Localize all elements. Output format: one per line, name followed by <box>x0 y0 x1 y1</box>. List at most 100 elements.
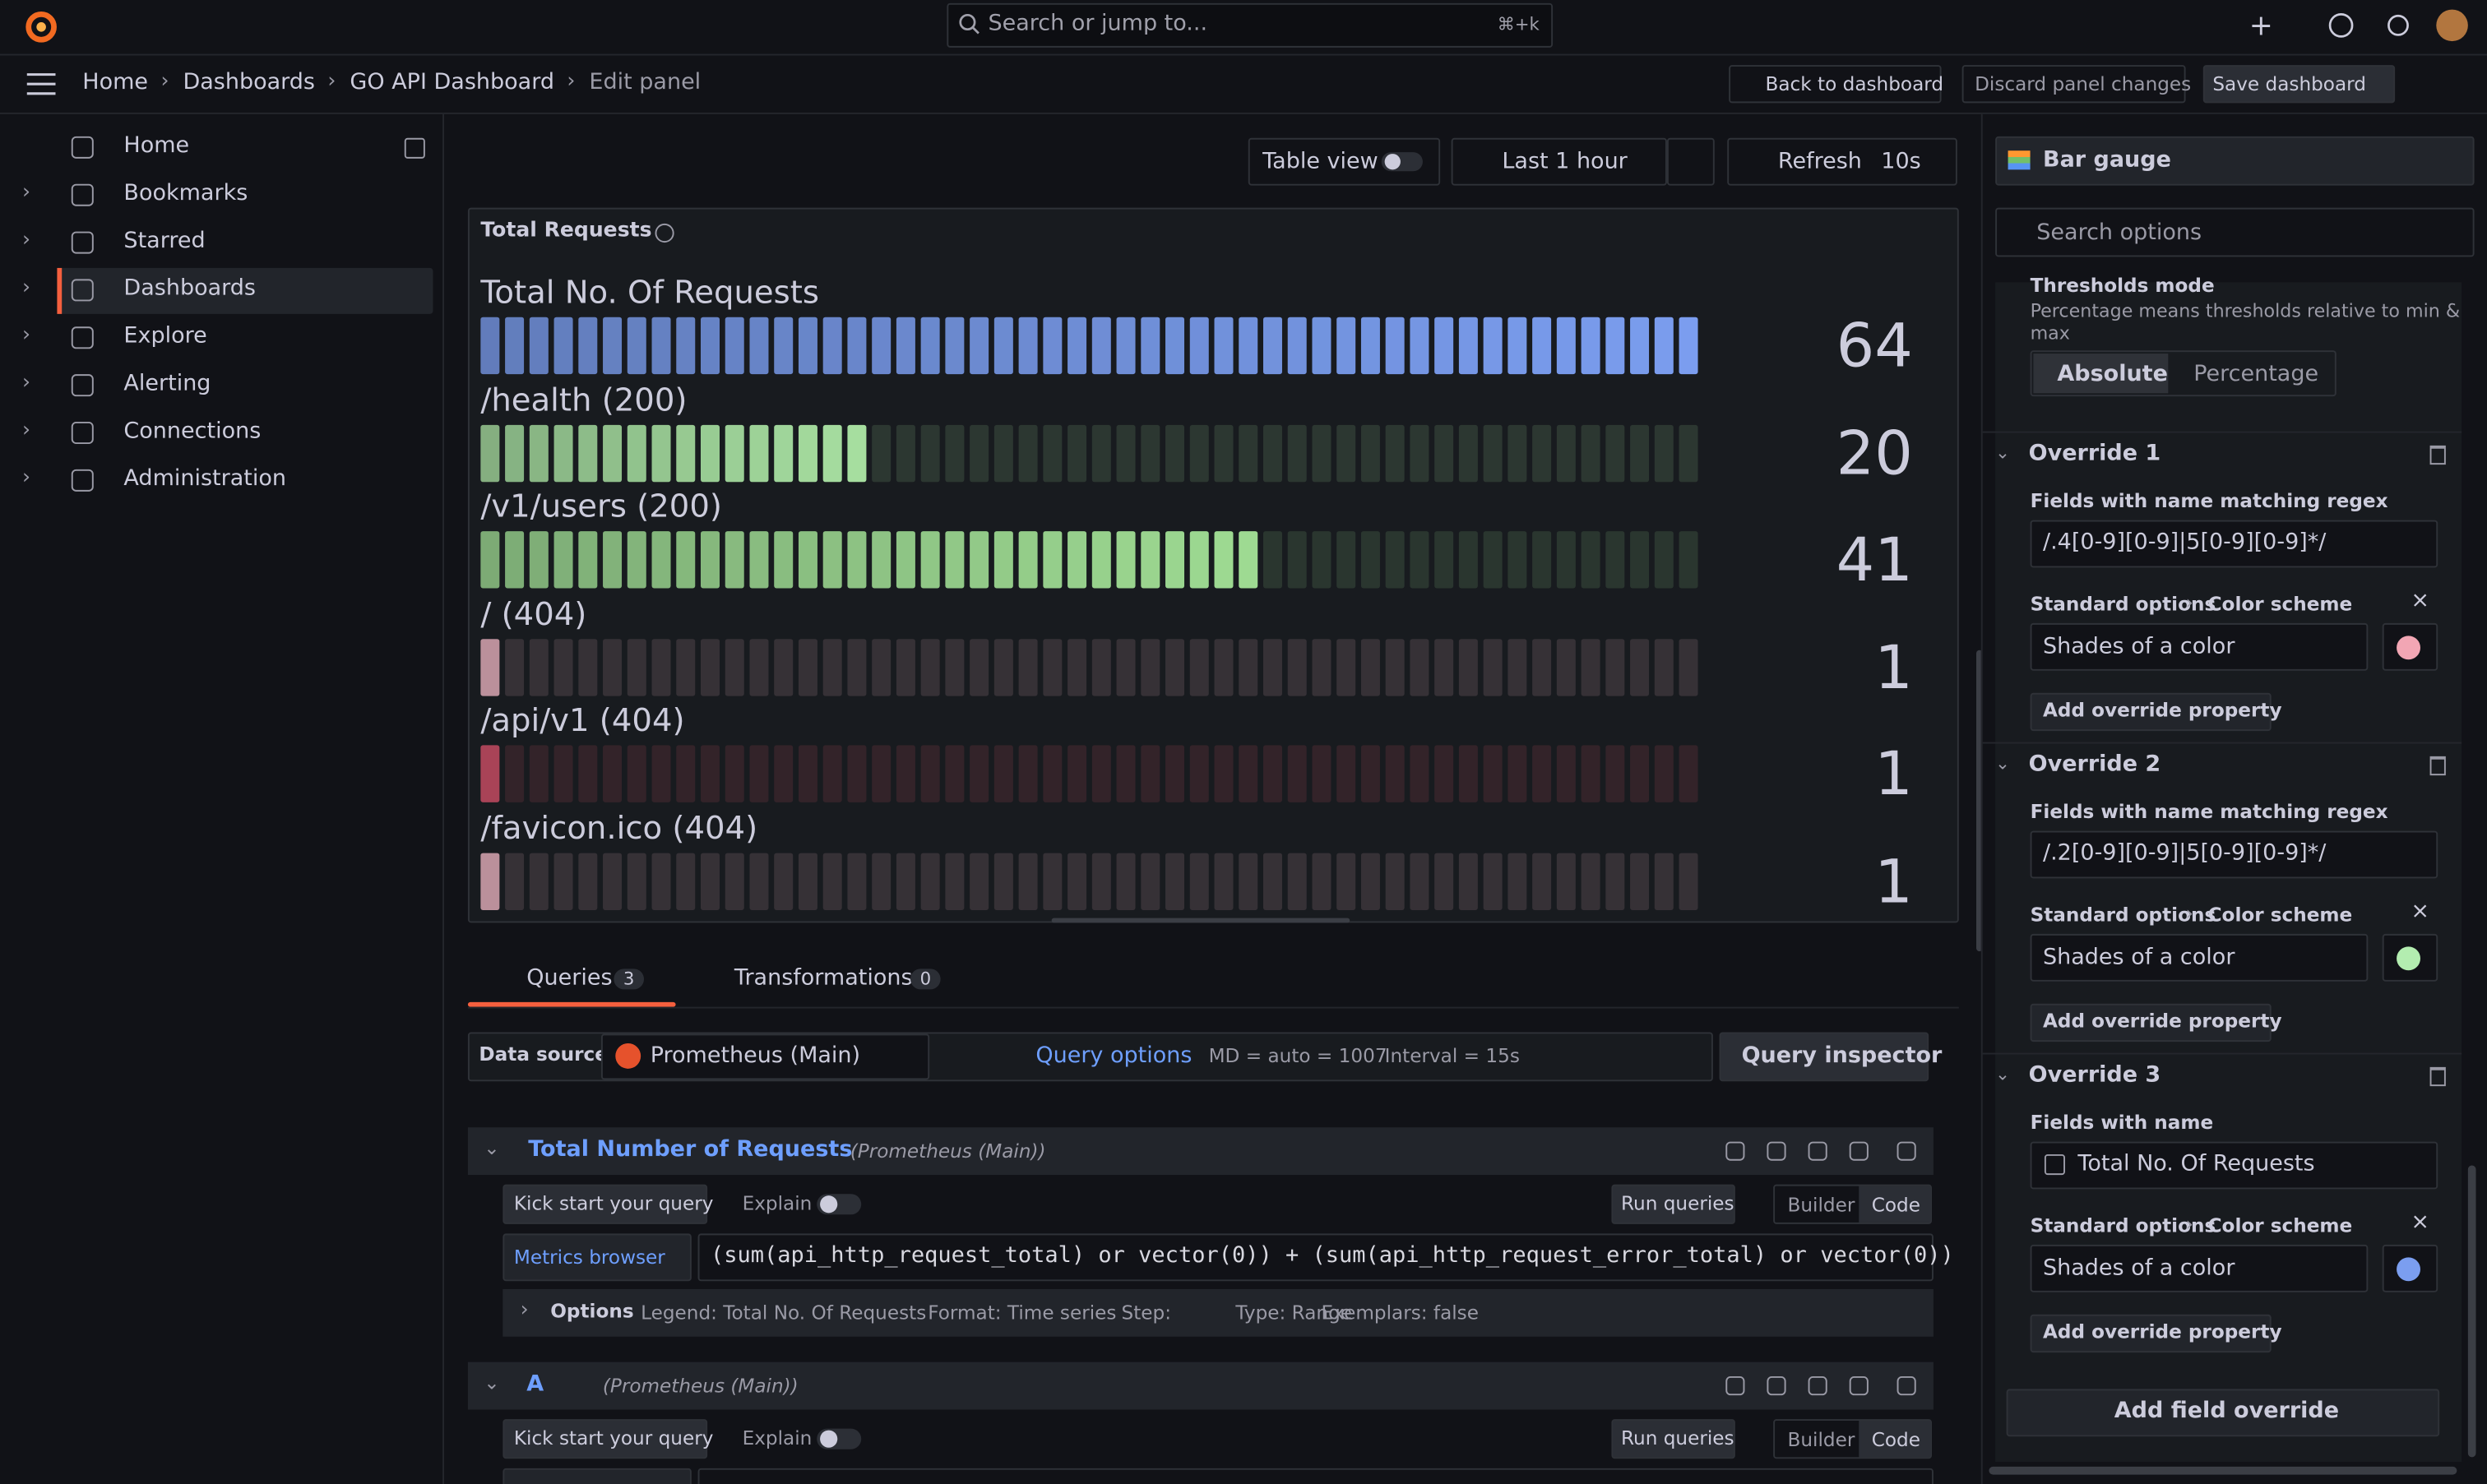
search-box[interactable] <box>947 2 1554 48</box>
expr-input[interactable] <box>697 1233 1934 1282</box>
code-label[interactable]: Code <box>1871 1428 1920 1451</box>
run-button[interactable] <box>1611 1184 1735 1224</box>
matcher-value[interactable]: /.2[0-9][0-9]|5[0-9][0-9]*/ <box>2042 840 2327 866</box>
save-label[interactable]: Save dashboard <box>2212 72 2366 95</box>
add-prop-button[interactable] <box>2030 1003 2272 1042</box>
nav-item[interactable]: Connections <box>123 418 262 444</box>
ds-name[interactable]: Prometheus (Main) <box>650 1042 861 1069</box>
viz-picker[interactable] <box>1995 136 2475 186</box>
expr-text[interactable]: (sum(api_http_request_total) or vector(0… <box>710 1242 1954 1269</box>
matcher-value[interactable]: Total No. Of Requests <box>2077 1151 2315 1177</box>
add-field-button[interactable] <box>2006 1389 2440 1437</box>
kick-label[interactable]: Kick start your query <box>513 1192 714 1215</box>
kick-button[interactable] <box>502 1419 708 1459</box>
options-caret[interactable]: › <box>520 1298 529 1323</box>
refresh-button[interactable] <box>1727 137 1957 186</box>
prop-remove[interactable]: × <box>2411 899 2430 925</box>
scheme-select[interactable] <box>2030 622 2369 671</box>
nav-item[interactable]: Dashboards <box>123 275 256 302</box>
scheme-select[interactable] <box>2030 1244 2369 1292</box>
tab-label[interactable]: Queries <box>526 965 613 992</box>
query-name[interactable]: A <box>526 1371 544 1398</box>
breadcrumb[interactable]: Home <box>82 69 149 95</box>
add-prop-label[interactable]: Add override property <box>2042 1320 2282 1343</box>
code-label[interactable]: Code <box>1871 1194 1920 1217</box>
add-field-label[interactable]: Add field override <box>2114 1398 2340 1424</box>
nav-expand[interactable]: › <box>21 371 31 395</box>
breadcrumb[interactable]: Dashboards <box>183 69 316 95</box>
color-swatch[interactable] <box>2397 946 2420 971</box>
query-options[interactable]: Query options <box>1035 1042 1193 1069</box>
query-collapse[interactable]: ⌄ <box>484 1371 500 1394</box>
discard-button[interactable] <box>1961 65 2186 104</box>
matcher-input[interactable] <box>2030 520 2438 568</box>
query-action-icon[interactable] <box>1849 1141 1869 1161</box>
delete-icon[interactable] <box>2429 445 2446 465</box>
discard-label[interactable]: Discard panel changes <box>1975 72 2192 95</box>
scheme-value[interactable]: Shades of a color <box>2042 945 2235 971</box>
add-prop-button[interactable] <box>2030 692 2272 732</box>
matcher-input[interactable] <box>2030 1141 2438 1190</box>
mode-option[interactable]: Absolute <box>2057 361 2168 387</box>
override-caret[interactable]: ⌄ <box>1995 753 2010 774</box>
refresh-label[interactable]: Refresh <box>1777 149 1862 175</box>
nav-expand[interactable]: › <box>21 228 31 252</box>
nav-expand[interactable]: › <box>21 180 31 205</box>
scheme-value[interactable]: Shades of a color <box>2042 1255 2235 1282</box>
options-search[interactable] <box>1995 207 2475 257</box>
dock-icon[interactable] <box>404 137 425 159</box>
delete-icon[interactable] <box>2429 1066 2446 1087</box>
prop-remove[interactable]: × <box>2411 588 2430 614</box>
matcher-input[interactable] <box>2030 830 2438 879</box>
zoom-button[interactable] <box>1666 137 1715 186</box>
nav-item[interactable]: Home <box>123 132 190 159</box>
expr-input[interactable] <box>697 1468 1934 1484</box>
override-title[interactable]: Override 1 <box>2028 441 2161 466</box>
interval-label[interactable]: 10s <box>1881 149 1921 175</box>
query-action-icon[interactable] <box>1808 1141 1827 1161</box>
back-label[interactable]: Back to dashboard <box>1765 72 1944 95</box>
options-search-placeholder[interactable]: Search options <box>2036 220 2202 246</box>
breadcrumb[interactable]: GO API Dashboard <box>350 69 554 95</box>
query-action-icon[interactable] <box>1808 1375 1827 1396</box>
builder-label[interactable]: Builder <box>1787 1194 1855 1217</box>
override-title[interactable]: Override 3 <box>2028 1062 2161 1088</box>
color-swatch[interactable] <box>2397 1257 2420 1282</box>
nav-expand[interactable]: › <box>21 275 31 300</box>
nav-item[interactable]: Explore <box>123 323 207 349</box>
mode-option[interactable]: Percentage <box>2193 361 2319 387</box>
run-button[interactable] <box>1611 1419 1735 1459</box>
time-label[interactable]: Last 1 hour <box>1502 149 1628 175</box>
table-view-toggle[interactable] <box>1248 137 1441 186</box>
query-action-icon[interactable] <box>1897 1141 1916 1161</box>
nav-expand[interactable]: › <box>21 418 31 443</box>
query-action-icon[interactable] <box>1849 1375 1869 1396</box>
back-button[interactable] <box>1729 65 1942 104</box>
nav-item[interactable]: Starred <box>123 228 206 254</box>
kick-label[interactable]: Kick start your query <box>513 1426 714 1449</box>
nav-expand[interactable]: › <box>21 465 31 490</box>
nav-item[interactable]: Administration <box>123 465 287 492</box>
query-action-icon[interactable] <box>1725 1375 1745 1396</box>
time-picker[interactable] <box>1451 137 1667 186</box>
save-button[interactable] <box>2202 65 2396 104</box>
options-label[interactable]: Options <box>550 1300 634 1323</box>
nav-item[interactable]: Alerting <box>123 371 211 397</box>
query-action-icon[interactable] <box>1767 1141 1786 1161</box>
override-caret[interactable]: ⌄ <box>1995 442 2010 464</box>
inspector-button[interactable] <box>1719 1032 1929 1082</box>
tab-label[interactable]: Transformations <box>734 965 913 992</box>
query-action-icon[interactable] <box>1897 1375 1916 1396</box>
metrics-button[interactable] <box>502 1468 692 1484</box>
kick-button[interactable] <box>502 1184 708 1224</box>
metrics-label[interactable]: Metrics browser <box>513 1246 665 1269</box>
override-caret[interactable]: ⌄ <box>1995 1064 2010 1085</box>
prop-remove[interactable]: × <box>2411 1209 2430 1236</box>
query-action-icon[interactable] <box>1767 1375 1786 1396</box>
scheme-value[interactable]: Shades of a color <box>2042 634 2235 660</box>
run-label[interactable]: Run queries <box>1620 1192 1734 1215</box>
query-collapse[interactable]: ⌄ <box>484 1136 500 1159</box>
nav-item[interactable]: Bookmarks <box>123 180 248 206</box>
delete-icon[interactable] <box>2429 756 2446 776</box>
ds-picker[interactable] <box>600 1033 930 1080</box>
